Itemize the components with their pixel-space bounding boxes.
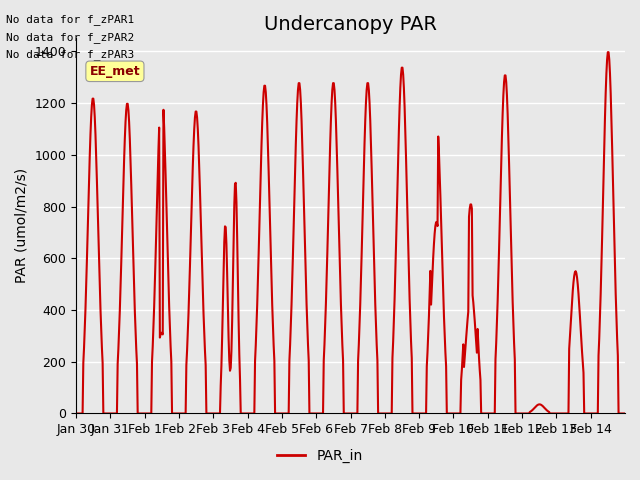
- Text: EE_met: EE_met: [90, 65, 140, 78]
- Text: No data for f_zPAR2: No data for f_zPAR2: [6, 32, 134, 43]
- Title: Undercanopy PAR: Undercanopy PAR: [264, 15, 437, 34]
- Y-axis label: PAR (umol/m2/s): PAR (umol/m2/s): [15, 168, 29, 284]
- Text: No data for f_zPAR3: No data for f_zPAR3: [6, 49, 134, 60]
- Legend: PAR_in: PAR_in: [272, 443, 368, 468]
- Text: No data for f_zPAR1: No data for f_zPAR1: [6, 14, 134, 25]
